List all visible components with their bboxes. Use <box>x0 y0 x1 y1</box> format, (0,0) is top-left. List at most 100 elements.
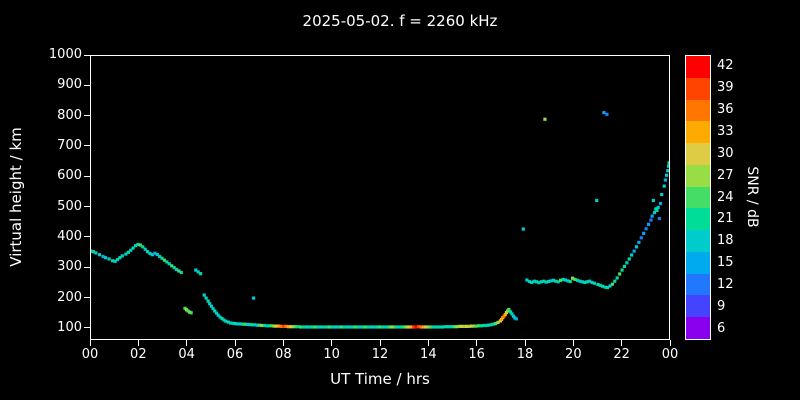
x-tick-label: 06 <box>226 347 244 362</box>
data-point <box>356 325 360 329</box>
data-point <box>650 214 654 218</box>
data-point <box>186 309 190 313</box>
data-point <box>274 324 279 328</box>
data-point <box>603 285 607 289</box>
data-point <box>424 325 428 329</box>
x-tick-label: 10 <box>323 347 340 362</box>
data-point <box>549 279 553 283</box>
y-tick-label: 100 <box>57 319 82 335</box>
x-tick-label: 16 <box>468 347 485 362</box>
data-point <box>320 325 324 329</box>
data-point <box>153 251 157 255</box>
y-tick-mark <box>84 115 90 117</box>
data-point <box>469 324 474 328</box>
data-point <box>313 325 317 329</box>
data-point <box>214 311 219 315</box>
data-point <box>118 256 122 260</box>
data-point <box>665 173 669 177</box>
data-point <box>332 325 336 329</box>
data-point <box>601 284 605 288</box>
data-point <box>303 325 307 329</box>
data-point <box>655 208 659 212</box>
x-tick-label: 08 <box>275 347 292 362</box>
y-tick-mark <box>84 54 90 56</box>
data-point <box>296 325 300 329</box>
x-tick-mark <box>234 340 236 346</box>
y-tick-mark <box>84 206 90 208</box>
colorbar-band <box>686 99 710 122</box>
data-point <box>366 325 370 329</box>
data-point <box>563 278 568 282</box>
x-tick-label: 00 <box>661 347 679 362</box>
data-point <box>373 325 377 329</box>
data-point <box>426 325 430 329</box>
data-point <box>199 272 203 276</box>
data-point <box>472 324 476 328</box>
data-point <box>337 325 341 329</box>
data-point <box>656 205 660 210</box>
y-tick-label: 400 <box>57 228 82 244</box>
data-point <box>385 325 389 329</box>
data-point <box>131 246 135 250</box>
colorbar <box>685 55 711 340</box>
data-point <box>585 280 589 284</box>
data-point <box>639 236 643 240</box>
data-point <box>133 244 138 248</box>
data-point <box>124 252 128 256</box>
data-point <box>508 310 513 314</box>
data-point <box>155 252 159 256</box>
data-point <box>479 324 483 328</box>
x-tick-mark <box>427 340 429 346</box>
y-tick-label: 500 <box>57 198 82 214</box>
data-point <box>530 280 534 284</box>
data-point <box>226 320 230 324</box>
data-point <box>248 322 252 327</box>
data-point <box>258 323 262 327</box>
data-point <box>590 280 594 284</box>
data-point <box>568 279 572 284</box>
colorbar-band <box>686 208 710 231</box>
data-point <box>397 325 401 329</box>
data-point <box>462 324 466 328</box>
x-tick-mark <box>89 340 91 346</box>
data-point <box>267 324 271 328</box>
data-point <box>419 325 423 329</box>
data-point <box>286 325 291 329</box>
data-point <box>453 325 457 329</box>
colorbar-band <box>686 230 710 252</box>
data-point <box>554 279 558 283</box>
data-point <box>440 325 445 329</box>
data-point <box>642 231 646 235</box>
data-point <box>170 264 174 268</box>
colorbar-tick-label: 24 <box>717 189 734 205</box>
data-point <box>634 245 639 249</box>
x-tick-mark <box>379 340 381 346</box>
data-point <box>649 218 653 222</box>
x-tick-label: 00 <box>81 347 99 362</box>
data-point <box>421 325 425 329</box>
data-point <box>238 322 242 326</box>
data-point <box>395 325 399 329</box>
data-point <box>658 201 663 206</box>
colorbar-band <box>686 186 710 209</box>
colorbar-band <box>686 121 710 144</box>
data-point <box>596 282 600 287</box>
y-tick-mark <box>84 236 90 238</box>
data-point <box>243 322 247 326</box>
data-point <box>428 325 433 329</box>
data-point <box>455 325 459 329</box>
data-point <box>245 322 250 327</box>
data-point <box>206 299 210 303</box>
x-tick-mark <box>669 340 671 346</box>
chart-title: 2025-05-02. f = 2260 kHz <box>302 12 498 30</box>
y-tick-label: 800 <box>57 107 82 123</box>
data-point <box>107 257 111 261</box>
data-point <box>318 325 322 329</box>
data-point <box>325 325 329 329</box>
data-point <box>580 280 584 284</box>
data-point <box>270 324 274 328</box>
colorbar-band <box>686 77 710 100</box>
data-point <box>660 192 664 197</box>
data-point <box>327 325 332 329</box>
data-point <box>262 323 266 328</box>
